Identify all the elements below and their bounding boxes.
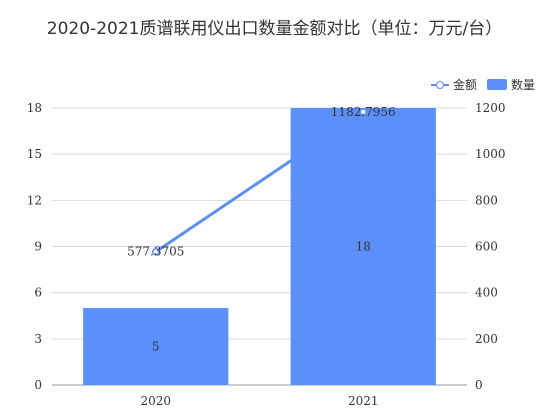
chart-title: 2020-2021质谱联用仪出口数量金额对比（单位：万元/台）	[46, 19, 503, 39]
y-right-tick-label: 800	[475, 193, 498, 207]
y-left-tick-label: 9	[34, 240, 42, 254]
legend: 金额 数量	[421, 76, 535, 93]
line-point	[152, 247, 160, 256]
line-series	[154, 110, 365, 253]
line-data-label: 1182.7956	[331, 105, 396, 119]
bar	[83, 308, 229, 385]
x-tick-label: 2020	[140, 394, 171, 408]
bar-data-label: 18	[356, 240, 371, 254]
y-right-tick-label: 0	[475, 378, 483, 392]
y-left-tick-label: 15	[27, 147, 42, 161]
y-right-tick-label: 400	[475, 286, 498, 300]
legend-label-quantity: 数量	[510, 78, 535, 92]
legend-label-amount: 金额	[452, 78, 477, 92]
line-marker-icon	[430, 80, 449, 90]
legend-item-amount[interactable]: 金额	[430, 76, 477, 93]
legend-item-quantity[interactable]: 数量	[486, 76, 535, 93]
bar-swatch-icon	[486, 79, 507, 90]
y-left-tick-label: 12	[27, 193, 42, 207]
bar-data-label: 5	[152, 340, 160, 354]
line-point	[359, 108, 367, 116]
y-right-tick-label: 1200	[475, 101, 506, 115]
line-data-label: 577.3705	[127, 245, 184, 259]
y-left-tick-label: 0	[34, 378, 42, 392]
x-tick-label: 2021	[348, 394, 379, 408]
y-right-tick-label: 200	[475, 332, 498, 346]
y-left-tick-label: 3	[34, 332, 42, 346]
bar	[290, 108, 436, 385]
y-right-tick-label: 600	[475, 240, 498, 254]
y-left-tick-label: 18	[27, 101, 42, 115]
y-right-tick-label: 1000	[475, 147, 506, 161]
y-left-tick-label: 6	[34, 286, 42, 300]
